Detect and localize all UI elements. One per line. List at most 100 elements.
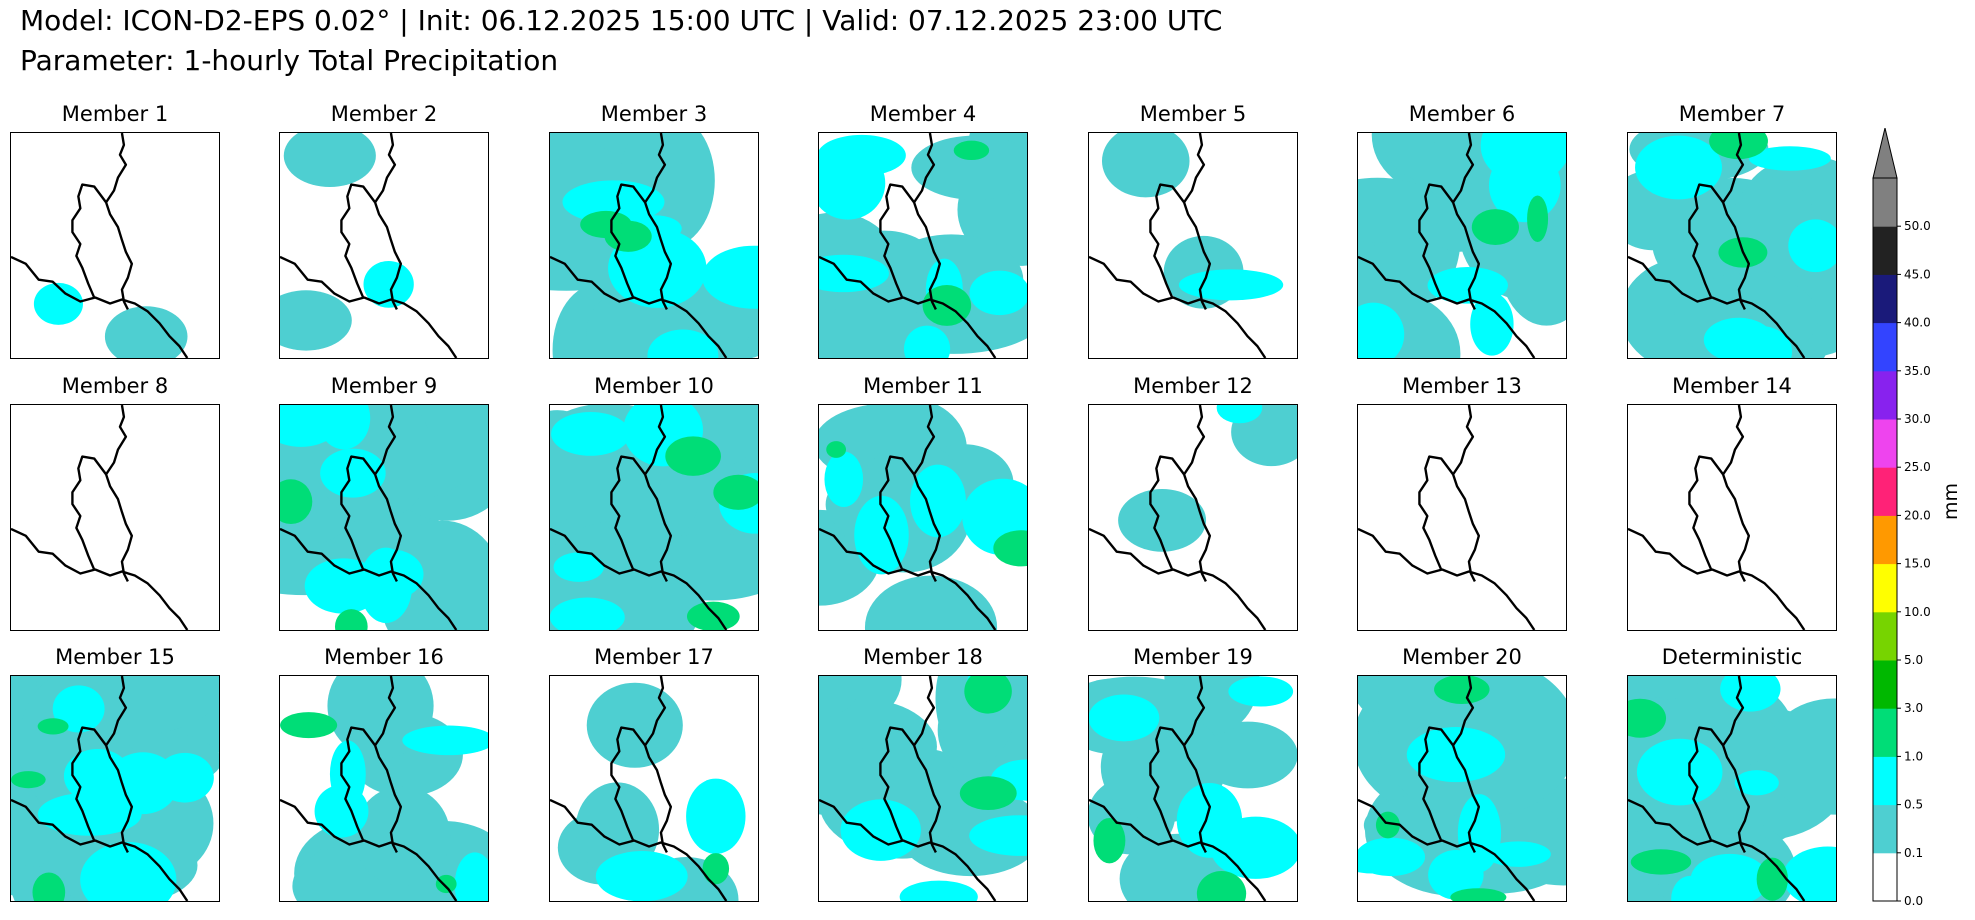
country-border [1628, 676, 1806, 901]
precip-area-light [1358, 177, 1444, 243]
precip-area-heavy [1527, 195, 1549, 243]
precip-area-moderate [1358, 837, 1426, 877]
precip-map-panel [818, 675, 1028, 902]
precip-map-panel [10, 132, 220, 359]
chart-subtitle: Parameter: 1-hourly Total Precipitation [20, 44, 559, 77]
country-border [11, 405, 189, 630]
precip-map-panel [279, 675, 489, 902]
precip-area-moderate [1703, 317, 1774, 358]
panel-title: Member 3 [600, 102, 708, 126]
country-border [1358, 405, 1536, 630]
precip-area-moderate [155, 752, 214, 803]
precip-area-heavy [1756, 857, 1788, 901]
precip-area-moderate [1470, 292, 1514, 356]
precip-map-panel [549, 132, 759, 359]
precip-map-panel [279, 132, 489, 359]
precip-area-heavy [1709, 133, 1768, 160]
precip-area-heavy [334, 609, 368, 630]
precip-area-moderate [840, 799, 921, 861]
precip-area-light [819, 748, 934, 818]
precip-area-heavy [686, 601, 740, 630]
colorbar-segment [1873, 515, 1897, 565]
precip-area-heavy [826, 441, 847, 458]
colorbar-tick-label: 5.0 [1904, 653, 1923, 667]
precip-area-moderate [402, 725, 488, 756]
precip-area-light [819, 676, 864, 718]
precip-area-light [828, 277, 923, 358]
precip-map-panel [1088, 404, 1298, 631]
country-border [11, 133, 189, 358]
precip-area-heavy [1434, 676, 1490, 704]
precip-area-heavy [1628, 698, 1667, 738]
precip-area-moderate [37, 792, 142, 836]
precip-area-moderate [819, 134, 906, 176]
precip-area-moderate [363, 260, 414, 308]
precip-area-moderate [52, 685, 105, 733]
precip-area-moderate [454, 852, 488, 901]
colorbar-segment [1873, 852, 1897, 902]
colorbar-segment [1873, 370, 1897, 420]
precip-area-moderate [551, 411, 630, 456]
precip-area-moderate [550, 597, 625, 630]
precip-area-heavy [953, 140, 990, 161]
precip-area-moderate [1734, 770, 1779, 796]
precip-area-moderate [969, 270, 1027, 316]
precip-area-moderate [317, 405, 371, 450]
colorbar-label: mm [1940, 482, 1962, 520]
country-border [1089, 133, 1267, 358]
panel-title: Member 1 [61, 102, 169, 126]
colorbar-segment [1873, 756, 1897, 806]
panel-title: Member 7 [1678, 102, 1786, 126]
precip-area-heavy [1196, 870, 1247, 901]
precip-area-moderate [969, 815, 1027, 856]
panel-title: Deterministic [1661, 645, 1803, 669]
panel-title: Member 8 [61, 374, 169, 398]
colorbar-tick-label: 25.0 [1904, 460, 1931, 474]
country-border [550, 405, 728, 630]
precip-area-moderate [824, 451, 864, 507]
precip-map-panel [1627, 675, 1837, 902]
colorbar-tick-label: 40.0 [1904, 316, 1931, 330]
colorbar-segment [1873, 322, 1897, 372]
precip-area-moderate [1216, 405, 1263, 424]
panel-title: Member 6 [1408, 102, 1516, 126]
colorbar-segment [1873, 178, 1897, 227]
precip-area-light [280, 290, 352, 351]
colorbar-tick-label: 50.0 [1904, 219, 1931, 233]
colorbar-segment [1873, 804, 1897, 854]
precip-area-moderate [314, 784, 369, 838]
precip-area-moderate [553, 552, 604, 582]
colorbar-tick-label: 0.5 [1904, 798, 1923, 812]
country-border [1358, 133, 1536, 358]
colorbar-segment [1873, 226, 1897, 275]
colorbar-extend-triangle [1872, 128, 1898, 179]
panel-title: Member 19 [1133, 645, 1253, 669]
precip-area-light [354, 786, 451, 886]
precip-area-heavy [280, 712, 338, 739]
precip-map-panel [1357, 675, 1567, 902]
precip-area-moderate [1427, 267, 1508, 304]
panel-title: Member 15 [55, 645, 175, 669]
precip-area-moderate [1480, 133, 1566, 185]
precip-area-moderate [1228, 676, 1294, 707]
precip-area-moderate [1748, 146, 1831, 171]
precip-area-moderate [1635, 135, 1722, 200]
precip-area-heavy [1093, 817, 1126, 864]
panel-title: Member 2 [330, 102, 438, 126]
precip-area-moderate [1690, 853, 1770, 901]
country-border [1628, 133, 1806, 358]
precip-area-light [1358, 676, 1441, 735]
precip-area-moderate [33, 282, 84, 325]
precip-area-light [586, 682, 683, 768]
colorbar-tick-label: 0.0 [1904, 894, 1923, 908]
country-border [280, 133, 458, 358]
precip-area-light [1764, 698, 1836, 815]
precip-area-heavy [1471, 209, 1519, 246]
colorbar-tick-label: 10.0 [1904, 605, 1931, 619]
panel-title: Member 9 [330, 374, 438, 398]
country-border [550, 133, 728, 358]
precip-area-moderate [903, 325, 951, 358]
precip-area-heavy [435, 874, 457, 894]
precip-area-heavy [964, 676, 1012, 714]
precip-area-moderate [899, 880, 978, 901]
